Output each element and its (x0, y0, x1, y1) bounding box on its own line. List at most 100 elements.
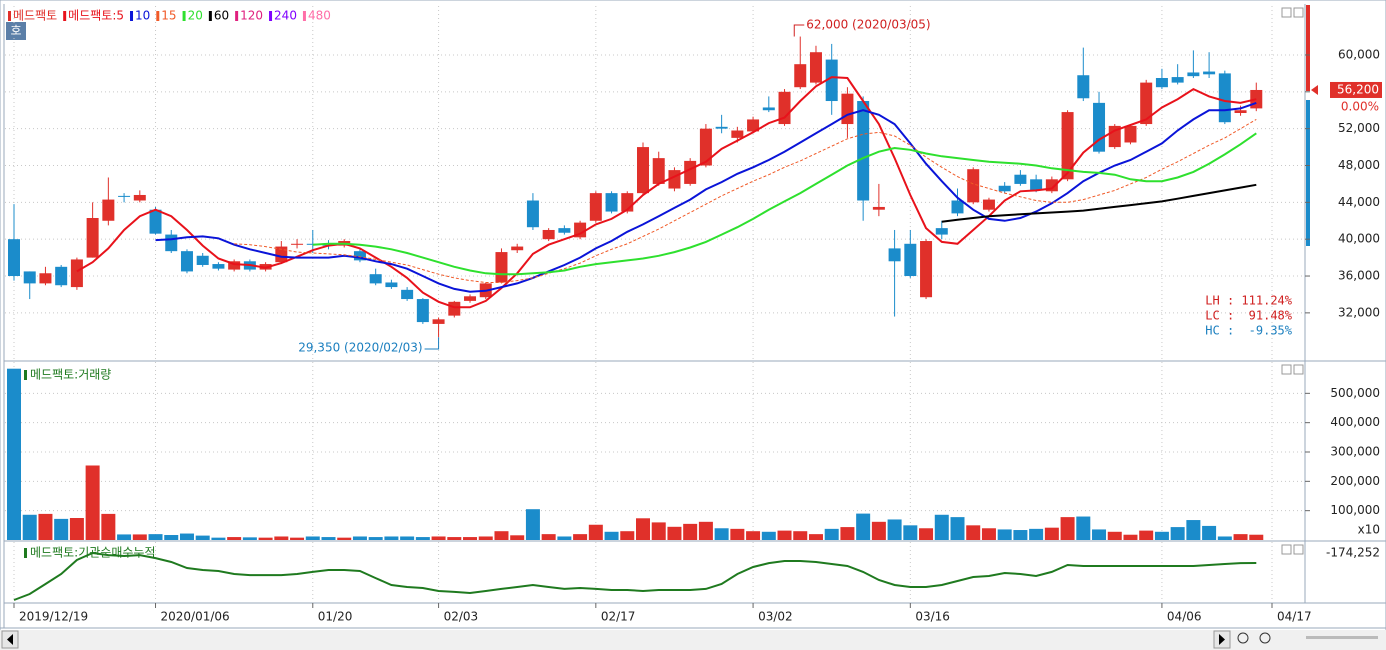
volume-bar (179, 533, 194, 540)
candle-body (652, 158, 665, 184)
y-tick-label: 32,000 (1338, 305, 1380, 319)
volume-bar (117, 534, 132, 540)
badge-box (6, 22, 26, 40)
volume-bar (793, 531, 808, 540)
candle-body (1187, 72, 1200, 77)
volume-bar (1249, 534, 1264, 540)
scrollbar-track (0, 630, 1386, 650)
volume-bar (400, 536, 415, 540)
ma-line (941, 183, 1257, 223)
range-bar-up (1306, 5, 1310, 91)
legend-label: 240 (274, 9, 297, 23)
y-tick-label: 36,000 (1338, 269, 1380, 283)
volume-bar (274, 536, 289, 540)
pane-button[interactable] (1281, 544, 1292, 555)
candle-body (841, 93, 854, 125)
volume-bar (321, 537, 336, 540)
legend-label: 20 (188, 9, 203, 23)
stat-annotation: HC : -9.35% (1205, 324, 1292, 338)
candle-body (904, 243, 917, 277)
volume-bar (919, 528, 934, 540)
pane-button[interactable] (1293, 7, 1304, 18)
candle-body (102, 199, 115, 221)
candle-body (385, 282, 398, 288)
volume-bar (337, 537, 352, 540)
volume-bar (903, 525, 918, 540)
candle-body (180, 251, 193, 272)
candle-body (228, 261, 241, 270)
legend-label: 120 (240, 9, 263, 23)
volume-bar (1154, 531, 1169, 540)
candle-body (1077, 75, 1090, 99)
candle-body (1030, 179, 1043, 191)
legend-swatch (235, 11, 239, 21)
title-swatch (24, 548, 27, 558)
candle-body (1218, 73, 1231, 123)
volume-bar (981, 528, 996, 540)
volume-bar (211, 537, 226, 540)
x-tick-label: 03/02 (758, 610, 793, 624)
legend-swatch (63, 11, 67, 21)
legend-label: 60 (214, 9, 229, 23)
volume-bar (1029, 528, 1044, 540)
candle-body (8, 239, 20, 277)
volume-bar (368, 537, 383, 540)
volume-bar (164, 535, 179, 540)
volume-bar (101, 513, 116, 540)
candle-body (196, 255, 209, 265)
cumulative-line (13, 551, 1257, 601)
pane-button[interactable] (1293, 364, 1304, 375)
volume-bar (38, 513, 53, 540)
volume-bar (966, 525, 981, 540)
volume-bar (1107, 531, 1122, 540)
candle-body (511, 246, 524, 251)
volume-bar (557, 536, 572, 540)
unit-label: x10 (1358, 523, 1380, 537)
low-pointer (424, 337, 440, 350)
candle-body (1140, 82, 1153, 125)
candle-body (1093, 102, 1106, 152)
pane-button[interactable] (1293, 544, 1304, 555)
candle-body (998, 185, 1011, 192)
candle-body (464, 296, 477, 301)
x-tick-label: 01/20 (318, 610, 353, 624)
pane-button[interactable] (1281, 364, 1292, 375)
volume-bar (808, 534, 823, 540)
volume-bar (384, 536, 399, 540)
volume-bar (856, 513, 871, 540)
candle-body (558, 228, 571, 233)
volume-bar (431, 536, 446, 540)
candle-body (133, 194, 146, 201)
volume-bar (714, 528, 729, 540)
volume-bar (1123, 534, 1138, 540)
pane-button[interactable] (1281, 7, 1292, 18)
value-label: -174,252 (1326, 546, 1380, 560)
candle-body (982, 199, 995, 210)
scrollbar (0, 630, 1386, 650)
legend-label: 메드팩토 (13, 9, 57, 23)
candle-body (542, 229, 555, 240)
legend-swatch (269, 11, 273, 21)
ma-line (76, 76, 1257, 309)
legend-swatch (302, 11, 306, 21)
volume-bar (1092, 529, 1107, 540)
candle-body (731, 130, 744, 138)
high-label: 62,000 (2020/03/05) (806, 18, 930, 32)
zoom-out[interactable] (1237, 632, 1249, 644)
candle-body (951, 200, 964, 214)
candle-body (165, 234, 178, 252)
legend-swatch (208, 11, 212, 21)
scroll-right-arrow (1219, 634, 1225, 645)
zoom-slider[interactable] (1306, 636, 1378, 639)
x-tick-label: 02/17 (601, 610, 636, 624)
volume-bar (54, 518, 69, 540)
candle-body (212, 264, 225, 269)
candle-body (70, 259, 83, 288)
pane-title: 메드팩토:거래량 (30, 368, 111, 382)
volume-bar (415, 537, 430, 540)
zoom-in[interactable] (1259, 632, 1271, 644)
candle-body (39, 273, 52, 284)
candle-body (118, 195, 131, 197)
